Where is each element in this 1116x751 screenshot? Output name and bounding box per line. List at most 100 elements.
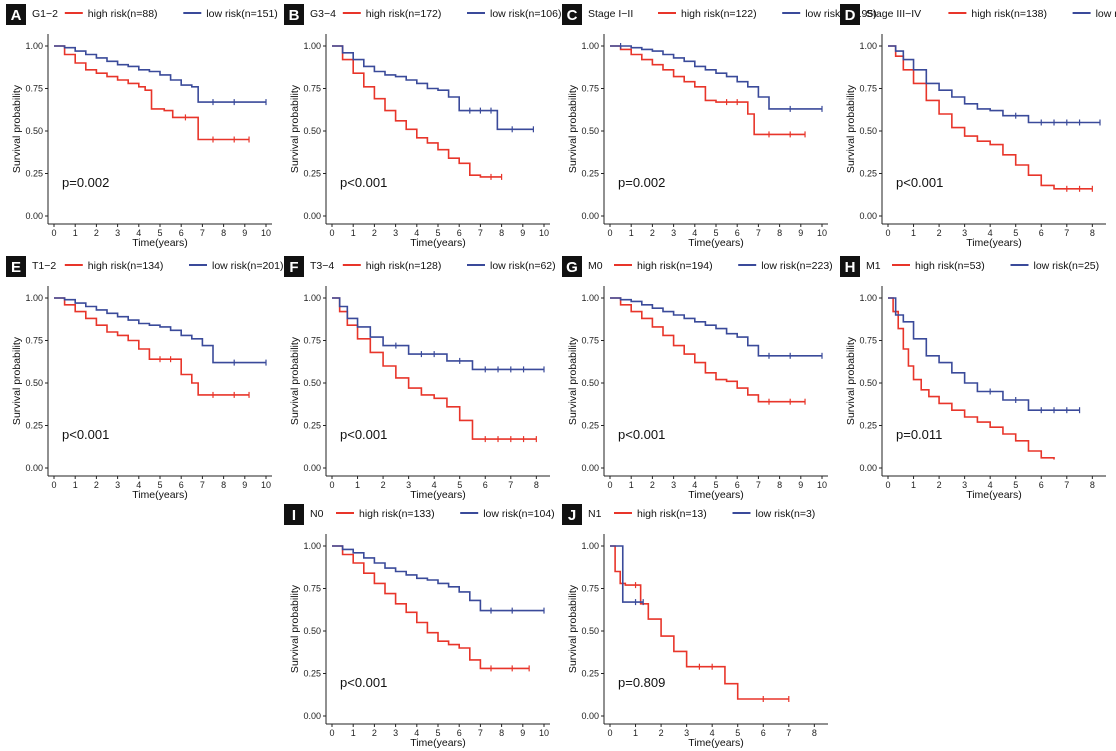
x-tick-label: 1 <box>73 480 78 490</box>
x-tick-label: 5 <box>435 728 440 738</box>
y-tick-label: 0.00 <box>581 463 599 473</box>
legend-title: T1−2 <box>32 260 56 272</box>
x-axis-title: Time(years) <box>132 489 188 501</box>
y-tick-label: 1.00 <box>25 293 43 303</box>
x-tick-label: 0 <box>51 228 56 238</box>
y-tick-label: 0.75 <box>303 84 321 94</box>
panel-b: B G3−4 high risk(n=172) low risk(n=106) 0.00… <box>284 4 562 249</box>
panel-letter-box <box>6 256 26 277</box>
y-tick-label: 0.50 <box>859 378 877 388</box>
y-axis-title: Survival probability <box>567 584 579 673</box>
legend-label-high-risk: high risk(n=194) <box>637 260 713 272</box>
y-axis-title: Survival probability <box>845 84 857 173</box>
y-tick-label: 0.00 <box>25 463 43 473</box>
panel-e: E T1−2 high risk(n=134) low risk(n=201) 0.00… <box>6 256 284 501</box>
y-axis-title: Survival probability <box>289 584 301 673</box>
x-tick-label: 9 <box>242 228 247 238</box>
panel-letter-box <box>840 4 860 25</box>
p-value: p<0.001 <box>340 675 387 690</box>
p-value: p<0.001 <box>62 427 109 442</box>
p-value: p=0.011 <box>896 427 942 442</box>
x-tick-label: 8 <box>1090 228 1095 238</box>
km-curve-low-risk <box>888 45 1100 124</box>
panel-letter: A <box>11 7 22 24</box>
x-tick-label: 2 <box>372 728 377 738</box>
y-tick-label: 1.00 <box>859 41 877 51</box>
x-tick-label: 10 <box>539 728 549 738</box>
panel-letter: E <box>11 259 21 276</box>
x-tick-label: 9 <box>520 728 525 738</box>
y-tick-label: 0.00 <box>303 463 321 473</box>
x-tick-label: 1 <box>911 480 916 490</box>
legend-title: M1 <box>866 260 881 272</box>
x-tick-label: 3 <box>962 228 967 238</box>
y-tick-label: 0.25 <box>581 421 599 431</box>
km-curve-high-risk <box>610 45 806 136</box>
x-tick-label: 3 <box>684 728 689 738</box>
panel-a: A G1−2 high risk(n=88) low risk(n=151) 0.00 0… <box>6 4 278 249</box>
x-tick-label: 7 <box>200 480 205 490</box>
x-tick-label: 4 <box>988 480 993 490</box>
y-tick-label: 0.25 <box>303 169 321 179</box>
x-tick-label: 8 <box>221 228 226 238</box>
x-tick-label: 4 <box>414 728 419 738</box>
y-tick-label: 0.25 <box>581 669 599 679</box>
y-tick-label: 0.00 <box>303 211 321 221</box>
p-value: p<0.001 <box>340 427 387 442</box>
y-tick-label: 0.75 <box>581 84 599 94</box>
x-tick-label: 3 <box>115 480 120 490</box>
x-tick-label: 4 <box>988 228 993 238</box>
panel-letter: I <box>292 507 296 524</box>
x-tick-label: 7 <box>508 480 513 490</box>
km-curve-high-risk <box>332 297 537 440</box>
panel-letter: D <box>845 7 856 24</box>
legend-label-high-risk: high risk(n=133) <box>359 508 435 520</box>
y-tick-label: 0.75 <box>25 336 43 346</box>
x-tick-label: 7 <box>1064 228 1069 238</box>
x-tick-label: 1 <box>73 228 78 238</box>
x-tick-label: 2 <box>650 228 655 238</box>
km-curve-low-risk <box>332 297 544 371</box>
legend-label-low-risk: low risk(n=25) <box>1034 260 1100 272</box>
x-tick-label: 2 <box>372 228 377 238</box>
x-tick-label: 4 <box>710 728 715 738</box>
panel-letter-box <box>284 504 304 525</box>
x-tick-label: 1 <box>629 228 634 238</box>
panel-letter-box <box>840 256 860 277</box>
y-tick-label: 0.50 <box>581 378 599 388</box>
legend-label-high-risk: high risk(n=122) <box>681 8 757 20</box>
y-tick-label: 0.50 <box>581 126 599 136</box>
y-tick-label: 0.00 <box>581 211 599 221</box>
x-tick-label: 2 <box>650 480 655 490</box>
x-tick-label: 3 <box>393 728 398 738</box>
x-tick-label: 1 <box>633 728 638 738</box>
km-curve-low-risk <box>54 45 266 103</box>
legend-title: N0 <box>310 508 324 520</box>
y-tick-label: 1.00 <box>581 541 599 551</box>
panel-j: J N1 high risk(n=13) low risk(n=3) 0.00 0.25 0… <box>562 504 828 749</box>
panel-letter-box <box>284 256 304 277</box>
y-tick-label: 0.00 <box>303 711 321 721</box>
panel-g: G M0 high risk(n=194) low risk(n=223) 0.00 0.… <box>562 256 833 501</box>
y-tick-label: 1.00 <box>303 293 321 303</box>
y-axis-title: Survival probability <box>567 336 579 425</box>
x-tick-label: 9 <box>520 228 525 238</box>
y-axis-title: Survival probability <box>567 84 579 173</box>
x-tick-label: 1 <box>351 228 356 238</box>
panel-d: D Stage III−IV high risk(n=138) low risk(n=… <box>840 4 1116 249</box>
x-tick-label: 4 <box>692 228 697 238</box>
x-tick-label: 5 <box>713 480 718 490</box>
y-tick-label: 0.25 <box>581 169 599 179</box>
x-tick-label: 2 <box>94 228 99 238</box>
x-tick-label: 7 <box>756 228 761 238</box>
x-tick-label: 7 <box>478 728 483 738</box>
p-value: p=0.002 <box>62 175 109 190</box>
x-tick-label: 8 <box>534 480 539 490</box>
panel-letter-box <box>562 504 582 525</box>
x-tick-label: 2 <box>937 480 942 490</box>
x-tick-label: 8 <box>777 228 782 238</box>
x-tick-label: 4 <box>414 228 419 238</box>
y-tick-label: 0.75 <box>303 336 321 346</box>
x-tick-label: 3 <box>115 228 120 238</box>
y-tick-label: 1.00 <box>859 293 877 303</box>
